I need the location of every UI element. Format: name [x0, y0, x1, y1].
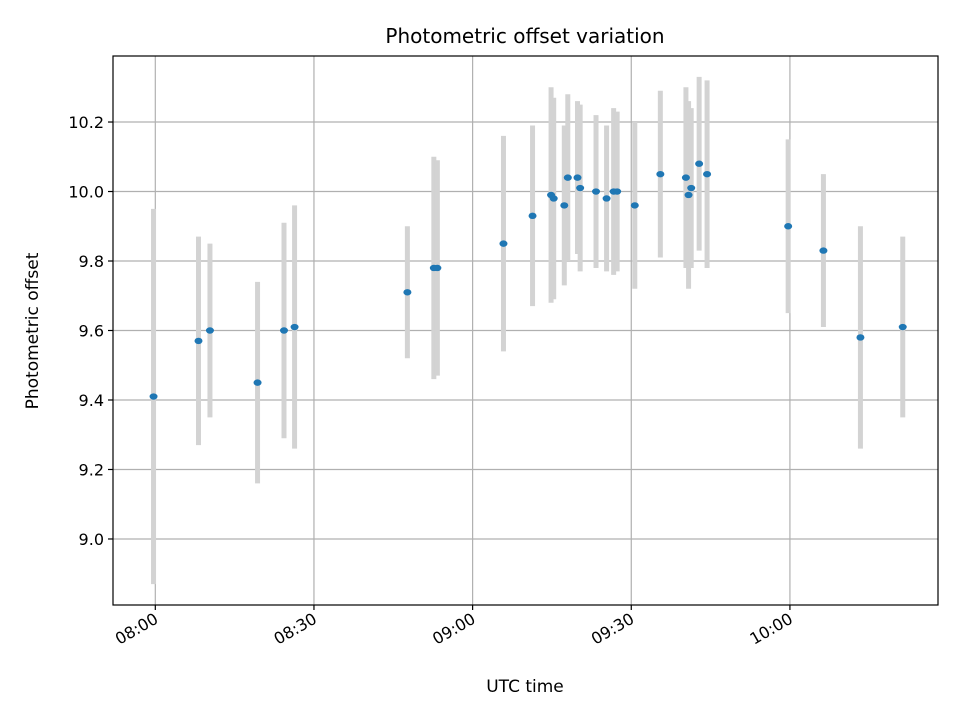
data-point: [290, 323, 299, 331]
data-point: [499, 240, 508, 247]
data-point: [433, 264, 442, 272]
data-point: [403, 289, 412, 296]
y-tick-label: 10.2: [68, 113, 104, 132]
data-point: [194, 337, 203, 345]
chart-title: Photometric offset variation: [385, 24, 664, 48]
data-point: [898, 323, 907, 331]
data-point: [681, 174, 690, 181]
data-point: [549, 195, 558, 202]
data-point: [687, 184, 696, 192]
y-tick-label: 9.6: [79, 322, 104, 341]
data-point: [784, 223, 793, 230]
data-point: [695, 160, 704, 167]
y-axis: 9.0 9.2 9.4 9.6 9.8 10.0 10.2: [68, 113, 113, 549]
data-point: [613, 188, 622, 195]
y-tick-label: 9.2: [79, 460, 104, 479]
data-point: [573, 174, 582, 181]
data-point: [279, 327, 288, 334]
data-point: [149, 393, 158, 400]
data-point: [819, 247, 828, 254]
data-point: [602, 195, 611, 202]
y-axis-title: Photometric offset: [23, 252, 43, 409]
data-point: [630, 202, 639, 209]
data-point: [563, 174, 572, 181]
data-point: [703, 170, 712, 178]
data-point: [560, 202, 569, 209]
data-point: [592, 188, 601, 195]
y-tick-label: 10.0: [68, 183, 104, 202]
data-point: [528, 212, 537, 220]
data-point: [205, 327, 214, 334]
data-point: [856, 334, 865, 341]
y-tick-label: 9.8: [79, 252, 104, 271]
data-point: [656, 170, 665, 178]
data-point: [684, 191, 693, 199]
data-point: [576, 184, 585, 192]
data-point: [253, 379, 262, 386]
x-axis-title: UTC time: [486, 677, 564, 697]
y-tick-label: 9.4: [79, 391, 104, 410]
grid: [113, 56, 938, 605]
y-tick-label: 9.0: [79, 530, 104, 549]
data-points: [149, 160, 907, 400]
